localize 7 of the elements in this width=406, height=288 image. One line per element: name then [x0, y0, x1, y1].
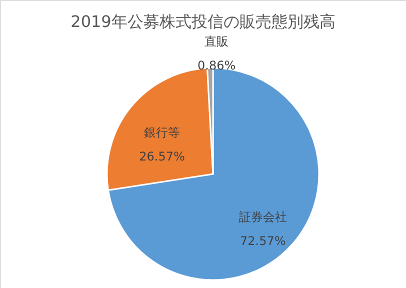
data-label: 26.57% — [139, 150, 185, 164]
data-label: 72.57% — [240, 234, 286, 248]
slice-label: 証券会社 — [238, 210, 287, 224]
data-label: 0.86% — [198, 58, 236, 73]
slice-label: 直販 — [204, 34, 229, 49]
slice-label: 銀行等 — [144, 126, 180, 140]
chart-title: 2019年公募株式投信の販売態別残高 — [70, 12, 336, 31]
